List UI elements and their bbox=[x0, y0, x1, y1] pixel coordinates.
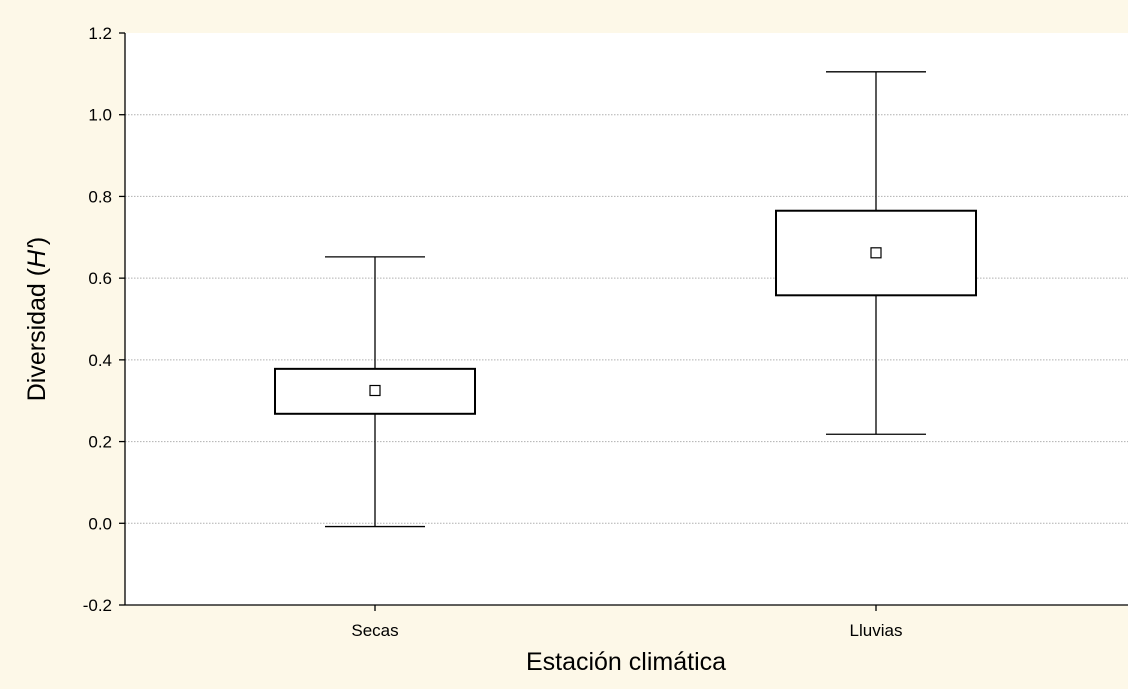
y-tick-label: 1.2 bbox=[88, 24, 112, 43]
y-axis-title-close: ) bbox=[23, 237, 51, 245]
y-tick-label: 0.6 bbox=[88, 269, 112, 288]
y-axis-title: Diversidad (H') bbox=[23, 237, 51, 402]
x-axis-title: Estación climática bbox=[526, 648, 726, 676]
x-axis-ticks: Secas Lluvias bbox=[351, 605, 902, 640]
box-lluvias bbox=[775, 71, 977, 435]
y-axis-ticks: -0.2 0.0 0.2 0.4 0.6 0.8 1.0 1.2 bbox=[83, 24, 125, 615]
y-tick-label: 0.0 bbox=[88, 514, 112, 533]
y-tick-label: 0.2 bbox=[88, 433, 112, 452]
center-marker bbox=[369, 384, 381, 397]
x-tick-label: Lluvias bbox=[850, 621, 903, 640]
boxes bbox=[274, 71, 977, 528]
grid-lines bbox=[125, 114, 1128, 524]
y-axis-title-italic: H' bbox=[23, 244, 51, 268]
y-tick-label: 0.8 bbox=[88, 187, 112, 206]
box-secas bbox=[274, 256, 476, 528]
y-tick-label: 1.0 bbox=[88, 106, 112, 125]
center-marker bbox=[870, 247, 882, 259]
x-tick-label: Secas bbox=[351, 621, 398, 640]
y-axis-title-text: Diversidad ( bbox=[23, 267, 51, 401]
box-rect bbox=[274, 367, 476, 415]
y-tick-label: 0.4 bbox=[88, 351, 112, 370]
plot-area bbox=[125, 33, 1128, 605]
y-tick-label: -0.2 bbox=[83, 596, 112, 615]
